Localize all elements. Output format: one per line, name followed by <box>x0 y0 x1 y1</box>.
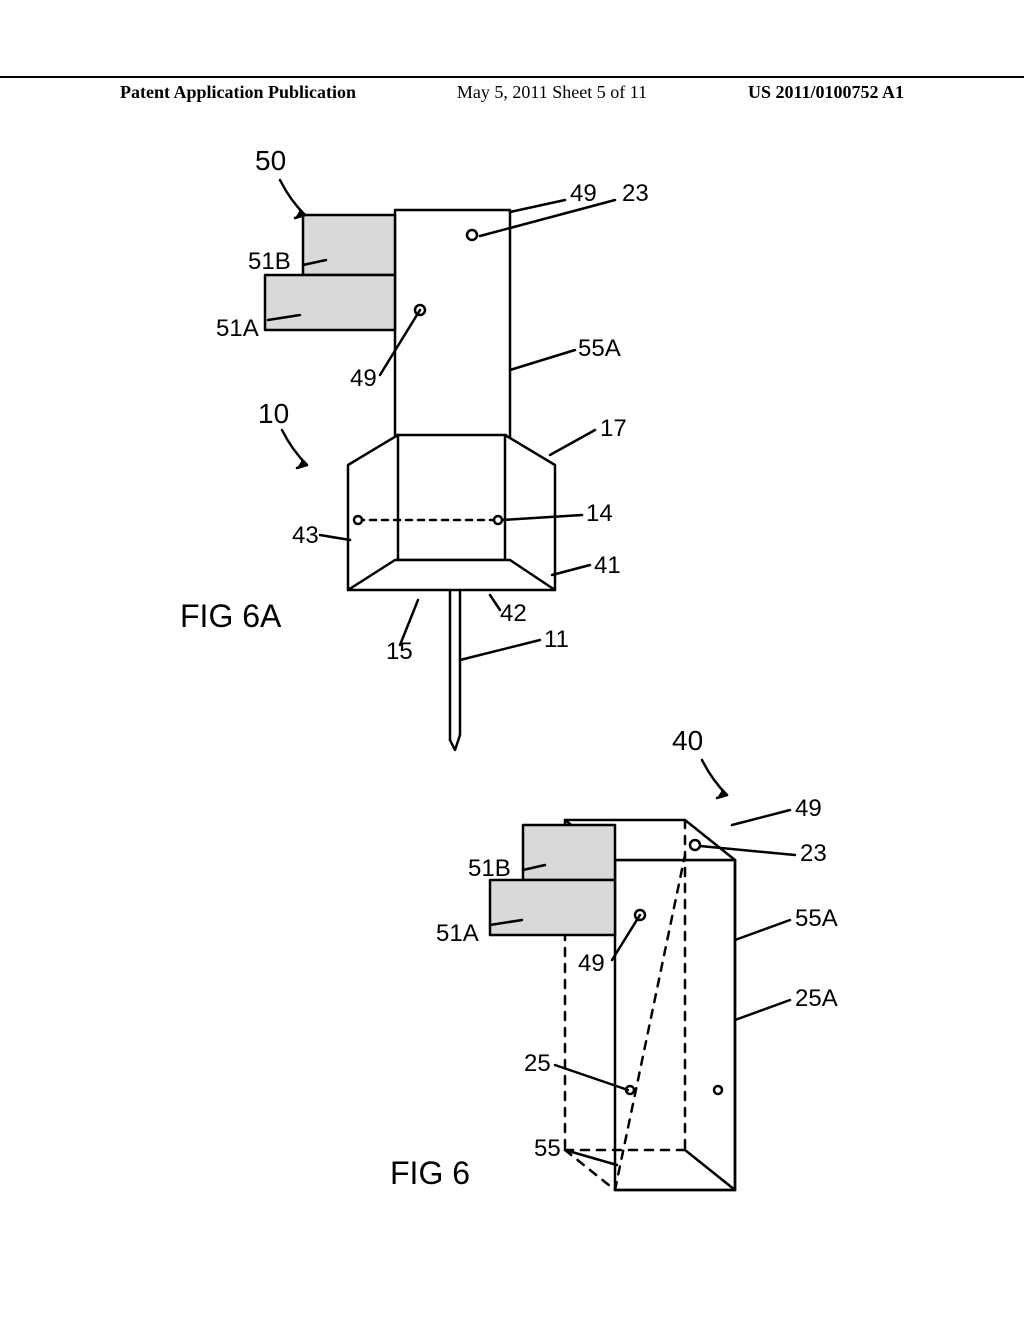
header-center: May 5, 2011 Sheet 5 of 11 <box>457 82 647 103</box>
page-header: Patent Application Publication May 5, 20… <box>0 76 1024 103</box>
header-right: US 2011/0100752 A1 <box>748 82 904 103</box>
ref-49a: 49 <box>795 795 822 823</box>
drawing-area: 50 51B 51A 49 23 55A 49 10 17 14 43 41 4… <box>0 120 1024 1270</box>
ref-40: 40 <box>672 725 703 757</box>
ref-49b: 49 <box>578 950 605 978</box>
ref-51B: 51B <box>468 855 511 883</box>
ref-23: 23 <box>800 840 827 868</box>
fig6-svg <box>0 120 1024 1270</box>
ref-25A: 25A <box>795 985 838 1013</box>
ref-51A: 51A <box>436 920 479 948</box>
ref-25: 25 <box>524 1050 551 1078</box>
ref-55A: 55A <box>795 905 838 933</box>
header-left: Patent Application Publication <box>120 82 356 103</box>
ref-55: 55 <box>534 1135 561 1163</box>
fig6-label: FIG 6 <box>390 1155 470 1192</box>
